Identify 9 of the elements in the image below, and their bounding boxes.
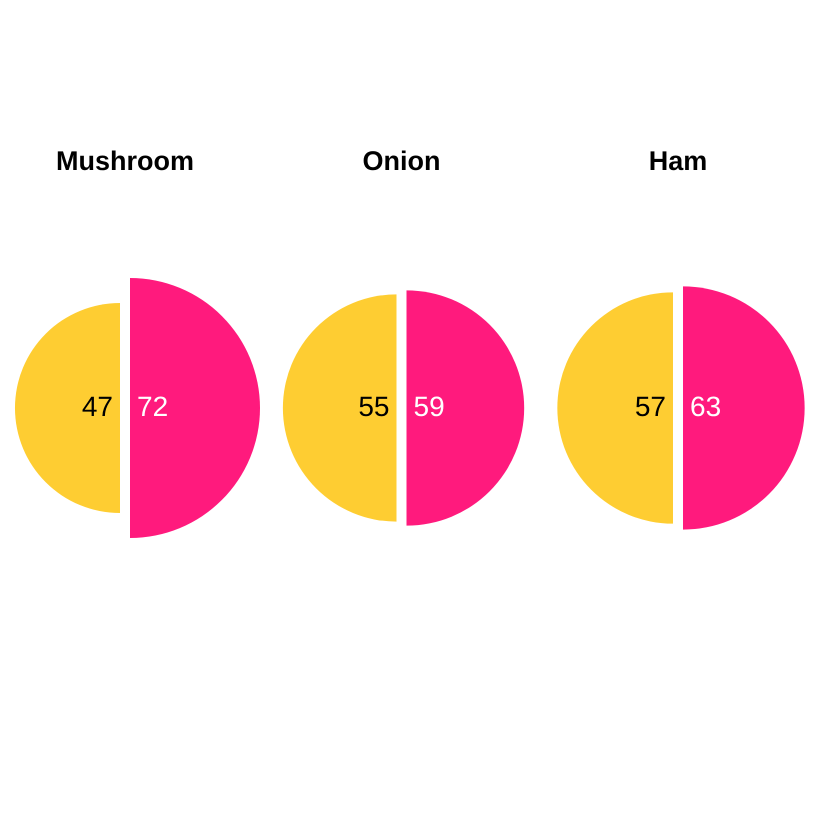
category-label: Onion (362, 146, 440, 176)
data-label: 59 (414, 391, 445, 422)
category-label: Ham (648, 146, 708, 176)
data-label: 63 (690, 391, 722, 422)
category-label: Mushroom (56, 146, 194, 176)
data-label: 57 (634, 391, 666, 422)
data-label: 47 (82, 391, 113, 422)
data-label: 72 (137, 391, 168, 422)
data-label: 55 (358, 391, 390, 422)
